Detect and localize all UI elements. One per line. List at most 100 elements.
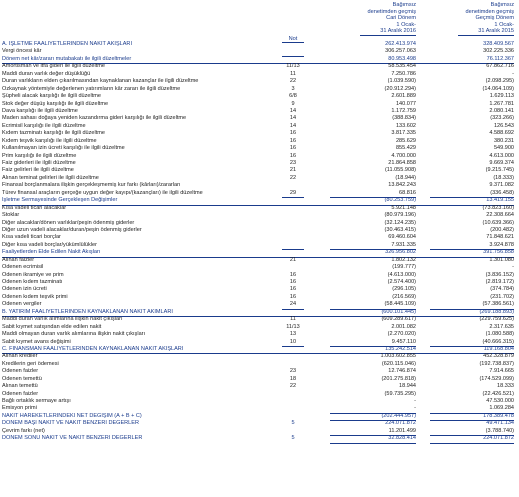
current-period-value: (30.463.415) (384, 226, 416, 233)
current-period-value: 2.601.889 (391, 93, 416, 100)
current-period-value: 5.921.148 (391, 204, 416, 211)
current-period-value: 58.535.454 (388, 63, 416, 70)
table-row: Vergi öncesi kâr 306.257.063 302.225.336 (0, 48, 519, 55)
prior-period-value: (200.482) (490, 226, 514, 233)
table-row: Diğer alacaklar/dönen varlıklar/peşin öd… (0, 220, 519, 227)
prior-period-value: (3.788.740) (430, 428, 514, 437)
row-label: Faiz giderleri ile ilgili düzeltme (2, 160, 76, 166)
row-label: Bağlı ortaklık sermaye artışı (2, 398, 71, 404)
row-note: 16 (289, 152, 297, 159)
row-label: Faiz gelirleri ile ilgili düzeltme (2, 167, 74, 174)
row-label: Ecrimisil karşılığı ile ilgili düzeltme (2, 122, 86, 129)
table-row: Türev finansal araçların gerçeğe uygun d… (0, 189, 519, 199)
prior-period-value: 328.409.567 (483, 41, 514, 47)
prior-period-value: - (512, 264, 514, 271)
row-label: Maden sahası doğaya yeniden kazandırma g… (2, 115, 187, 122)
prior-period-value: 49.471.134 (486, 420, 514, 427)
table-row: Kıdem teşvik karşılığı ile ilgili düzelt… (0, 138, 519, 145)
row-note: 16 (289, 130, 297, 137)
header-date: 31 Aralık 2015 (458, 28, 514, 36)
row-note: 14 (289, 122, 297, 129)
current-period-value: (4.613.000) (387, 271, 416, 278)
prior-period-value: 178.389.478 (430, 413, 514, 422)
current-period-value: 32.828.414 (330, 435, 416, 444)
current-period-value: (80.253.759) (330, 197, 416, 206)
current-period-value: (296.105) (392, 286, 416, 293)
table-row: A. İŞLETME FAALİYETLERİNDEN NAKİT AKIŞLA… (0, 41, 519, 48)
prior-period-value: 549.900 (493, 145, 514, 152)
table-row: Sabit kıymet avans değişimi 10 9.457.110 (4… (0, 338, 519, 347)
table-row: Alınan faizler 21 1.802.132 1.301.080 (0, 257, 519, 264)
prior-period-value: (18.333) (493, 174, 514, 181)
current-period-value: 13.842.243 (388, 182, 416, 189)
prior-period-value: 126.543 (493, 122, 514, 129)
row-label: Ödenen kıdem teşvik primi (2, 293, 68, 300)
header-line: 1 Ocak- (396, 21, 416, 28)
current-period-value: (20.912.294) (384, 85, 416, 92)
prior-period-value: 71.848.621 (486, 234, 514, 241)
prior-period-value: 302.225.336 (483, 48, 514, 55)
row-label: Türev finansal araçların gerçeğe uygun d… (2, 189, 203, 196)
current-period-value: (620.115.046) (381, 360, 416, 367)
row-label: Alınan teminat gelirleri ile ilgili düze… (2, 174, 99, 181)
table-row: Alınan krediler 1.003.602.855 452.328.879 (0, 353, 519, 360)
current-period-value: - (414, 398, 416, 404)
current-period-value: (600.101.445) (330, 309, 416, 318)
prior-period-value: (3.836.152) (485, 271, 514, 278)
row-note: 23 (289, 160, 297, 166)
current-period-value: 140.077 (395, 100, 416, 107)
prior-period-value: 119.168.804 (430, 346, 514, 355)
table-row: Diğer kısa vadeli borçlar/yükümlülükler 7… (0, 242, 519, 251)
row-label: NAKİT HAREKETLERİNDEKİ NET DEĞİŞİM (A + … (2, 412, 142, 419)
row-label: Ödenen ecrimisil (2, 264, 44, 271)
row-label: Stok değer düşüş karşılığı ile ilgili dü… (2, 100, 109, 107)
prior-period-value: (2.819.172) (485, 279, 514, 285)
row-note: 5 (291, 420, 295, 427)
row-label: Kredilerin geri ödemesi (2, 360, 59, 367)
table-row: Faaliyetlerden Elde Edilen Nakit Akışlar… (0, 249, 519, 258)
table-row: Ödenen kıdem tazminatı 16 (2.574.400) (2.81… (0, 279, 519, 286)
prior-period-value: 452.328.879 (483, 353, 514, 360)
prior-period-value: 13.419.155 (430, 197, 514, 206)
prior-period-value: 67.862.716 (486, 63, 514, 70)
row-label: Çevrim farkı (net) (2, 427, 45, 434)
current-period-value: 68.816 (330, 190, 416, 199)
row-label: Duran varlıkların elden çıkarılmasından … (2, 78, 199, 85)
current-period-value: 9.457.110 (330, 339, 416, 347)
row-label: Ödenen ikramiye ve prim (2, 271, 64, 278)
table-row: Stok değer düşüş karşılığı ile ilgili dü… (0, 101, 519, 108)
current-period-value: 80.953.498 (330, 56, 416, 65)
current-period-value: 2.001.082 (391, 323, 416, 330)
row-label: Özkaynak yöntemiyle değerlenen yatırımla… (2, 85, 181, 92)
prior-period-value: 47.530.000 (486, 398, 514, 404)
row-label: Kıdem teşvik karşılığı ile ilgili düzelt… (2, 137, 97, 144)
current-period-value: 7.931.335 (330, 242, 416, 251)
row-label: C. FİNANSMAN FAALİYETLERİNDEN KAYNAKLANA… (2, 346, 510, 355)
row-label: Amortisman ve itfa gideri ile ilgili düz… (2, 63, 105, 70)
row-label: Maddi olmayan duran varlık alımlarına il… (2, 331, 146, 338)
prior-period-value: 224.071.872 (430, 435, 514, 444)
row-note: 22 (289, 78, 297, 85)
row-note: 11 (290, 316, 296, 323)
row-label: Sabit kıymet avans değişimi (2, 338, 71, 345)
prior-period-value: 380.231 (493, 137, 514, 144)
table-row: C. FİNANSMAN FAALİYETLERİNDEN KAYNAKLANA… (0, 345, 519, 355)
current-period-value: 326.956.802 (330, 249, 416, 258)
table-row: B. YATIRIM FAALİYETLERİNDEN KAYNAKLANAN … (0, 308, 519, 318)
header-line: Cari Dönem (386, 15, 416, 22)
prior-period-value: (40.666.315) (430, 339, 514, 347)
table-row: Amortisman ve itfa gideri ile ilgili düz… (0, 63, 519, 70)
row-label: Faaliyetlerden Elde Edilen Nakit Akışlar… (2, 249, 510, 258)
current-period-value: 4.700.000 (391, 152, 416, 159)
prior-period-value: 22.308.664 (486, 212, 514, 219)
table-row: Ödenen faizler 23 12.746.874 7.914.665 (0, 368, 519, 375)
row-label: Finansal borçlanmalara ilişkin gerçekleş… (2, 182, 181, 189)
table-row: Dönem net kâr/zararı mutabakatı ile ilgi… (0, 55, 519, 65)
row-label: Dava karşılığı ile ilgili düzeltme (2, 107, 78, 114)
row-label: Emisyon primi (2, 405, 37, 412)
cash-flow-table: A. İŞLETME FAALİYETLERİNDEN NAKİT AKIŞLA… (0, 41, 519, 444)
row-label: Ödenen faizler (2, 390, 39, 397)
row-note: 23 (289, 368, 297, 375)
row-note: 14 (289, 107, 297, 114)
current-period-value: 224.071.872 (385, 420, 416, 427)
